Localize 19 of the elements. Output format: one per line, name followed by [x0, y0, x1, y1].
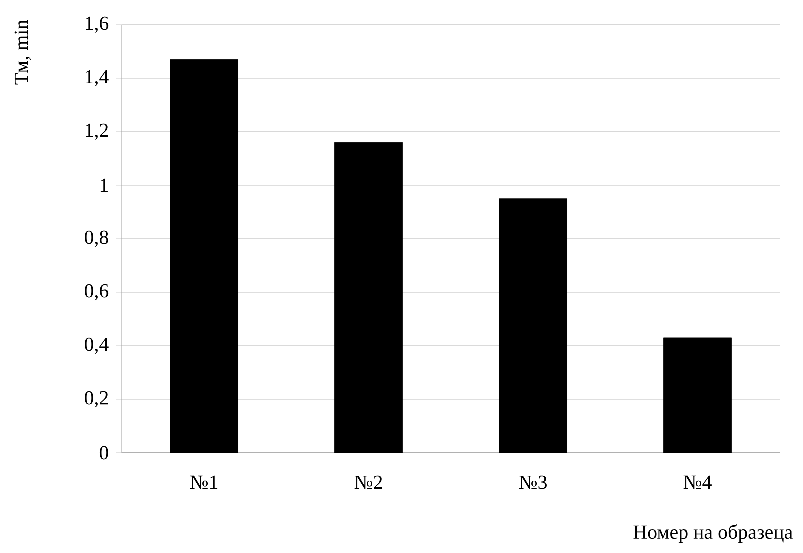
- y-tick-label: 0,2: [85, 391, 108, 408]
- y-tick-label: 1: [100, 178, 108, 192]
- y-axis-title: Тм, min: [14, 20, 32, 85]
- bar: [664, 338, 732, 453]
- bar: [170, 60, 238, 453]
- bar: [499, 198, 568, 453]
- y-tick-label: 0,8: [85, 230, 108, 248]
- x-axis-title: Номер на образеца: [634, 524, 793, 544]
- y-tick-label: 0: [100, 446, 108, 460]
- x-tick-label: №4: [684, 476, 712, 489]
- y-tick-label: 1,4: [86, 70, 109, 87]
- x-tick-label: №2: [354, 476, 382, 490]
- y-tick-label: 0,4: [85, 338, 109, 354]
- x-tick-label: №3: [519, 476, 547, 490]
- x-tick-label: №1: [190, 476, 218, 489]
- y-tick-label: 1,2: [86, 124, 108, 140]
- y-tick-label: 0,6: [85, 284, 109, 301]
- y-tick-label: 1,6: [86, 16, 109, 34]
- bar: [334, 142, 403, 453]
